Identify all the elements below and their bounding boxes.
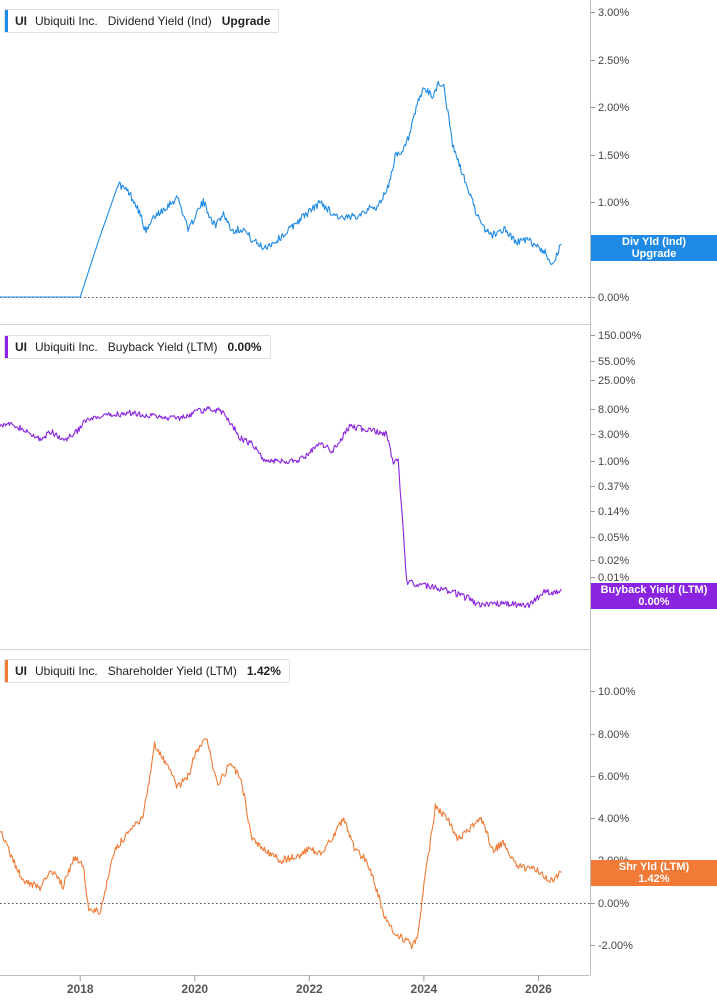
legend-shareholder-yield[interactable]: UI Ubiquiti Inc. Shareholder Yield (LTM)… [4,659,290,683]
series-line [0,406,562,609]
y-tick-label: 8.00% [598,729,629,741]
y-tick-label: 8.00% [598,404,629,416]
flag-dividend-yield: Div Yld (Ind) Upgrade [591,235,717,261]
y-tick-label: 6.00% [598,771,629,783]
flag-value: 1.42% [638,873,670,885]
legend-value: 0.00% [227,340,262,354]
flag-shareholder-yield: Shr Yld (LTM) 1.42% [591,860,717,886]
y-tick-label: 3.00% [598,429,629,441]
y-tick-label: 4.00% [598,813,629,825]
legend-series: Buyback Yield (LTM) [107,340,218,354]
y-tick-label: 0.02% [598,555,629,567]
legend-color-bar [5,10,8,32]
y-tick-label: 1.00% [598,197,629,209]
y-tick-label: 0.01% [598,572,629,584]
x-tick-label: 2026 [525,982,552,996]
y-tick-label: 2.00% [598,102,629,114]
y-tick-label: 0.00% [598,292,629,304]
y-tick-label: 1.00% [598,456,629,468]
legend-dividend-yield[interactable]: UI Ubiquiti Inc. Dividend Yield (Ind) Up… [4,9,280,33]
flag-value: Upgrade [631,248,677,260]
legend-upgrade-link[interactable]: Upgrade [221,14,271,28]
flag-label: Buyback Yield (LTM) [600,584,708,596]
legend-value: 1.42% [246,664,281,678]
y-tick-label: 0.37% [598,481,629,493]
legend-symbol: UI [15,340,27,354]
legend-company: Ubiquiti Inc. [35,14,98,28]
legend-series: Shareholder Yield (LTM) [107,664,237,678]
flag-value: 0.00% [638,596,670,608]
y-tick-label: 0.00% [598,898,629,910]
legend-buyback-yield[interactable]: UI Ubiquiti Inc. Buyback Yield (LTM) 0.0… [4,335,271,359]
x-tick-label: 2018 [67,982,94,996]
series-line [0,80,562,298]
legend-company: Ubiquiti Inc. [35,664,98,678]
y-tick-label: 0.05% [598,532,629,544]
legend-symbol: UI [15,14,27,28]
y-tick-label: 3.00% [598,7,629,19]
legend-company: Ubiquiti Inc. [35,340,98,354]
x-tick-label: 2022 [296,982,323,996]
flag-label: Shr Yld (LTM) [618,861,690,873]
x-tick-label: 2020 [181,982,208,996]
y-tick-label: 0.14% [598,506,629,518]
y-tick-label: 10.00% [598,686,636,698]
flag-buyback-yield: Buyback Yield (LTM) 0.00% [591,583,717,609]
x-tick-label: 2024 [411,982,438,996]
series-line [0,738,562,950]
y-tick-label: 25.00% [598,375,636,387]
y-tick-label: 2.50% [598,55,629,67]
y-tick-label: 1.50% [598,150,629,162]
legend-series: Dividend Yield (Ind) [107,14,212,28]
y-tick-label: -2.00% [598,940,633,952]
legend-color-bar [5,336,8,358]
y-tick-label: 55.00% [598,356,636,368]
legend-symbol: UI [15,664,27,678]
legend-color-bar [5,660,8,682]
y-tick-label: 150.00% [598,330,642,342]
flag-label: Div Yld (Ind) [622,236,686,248]
